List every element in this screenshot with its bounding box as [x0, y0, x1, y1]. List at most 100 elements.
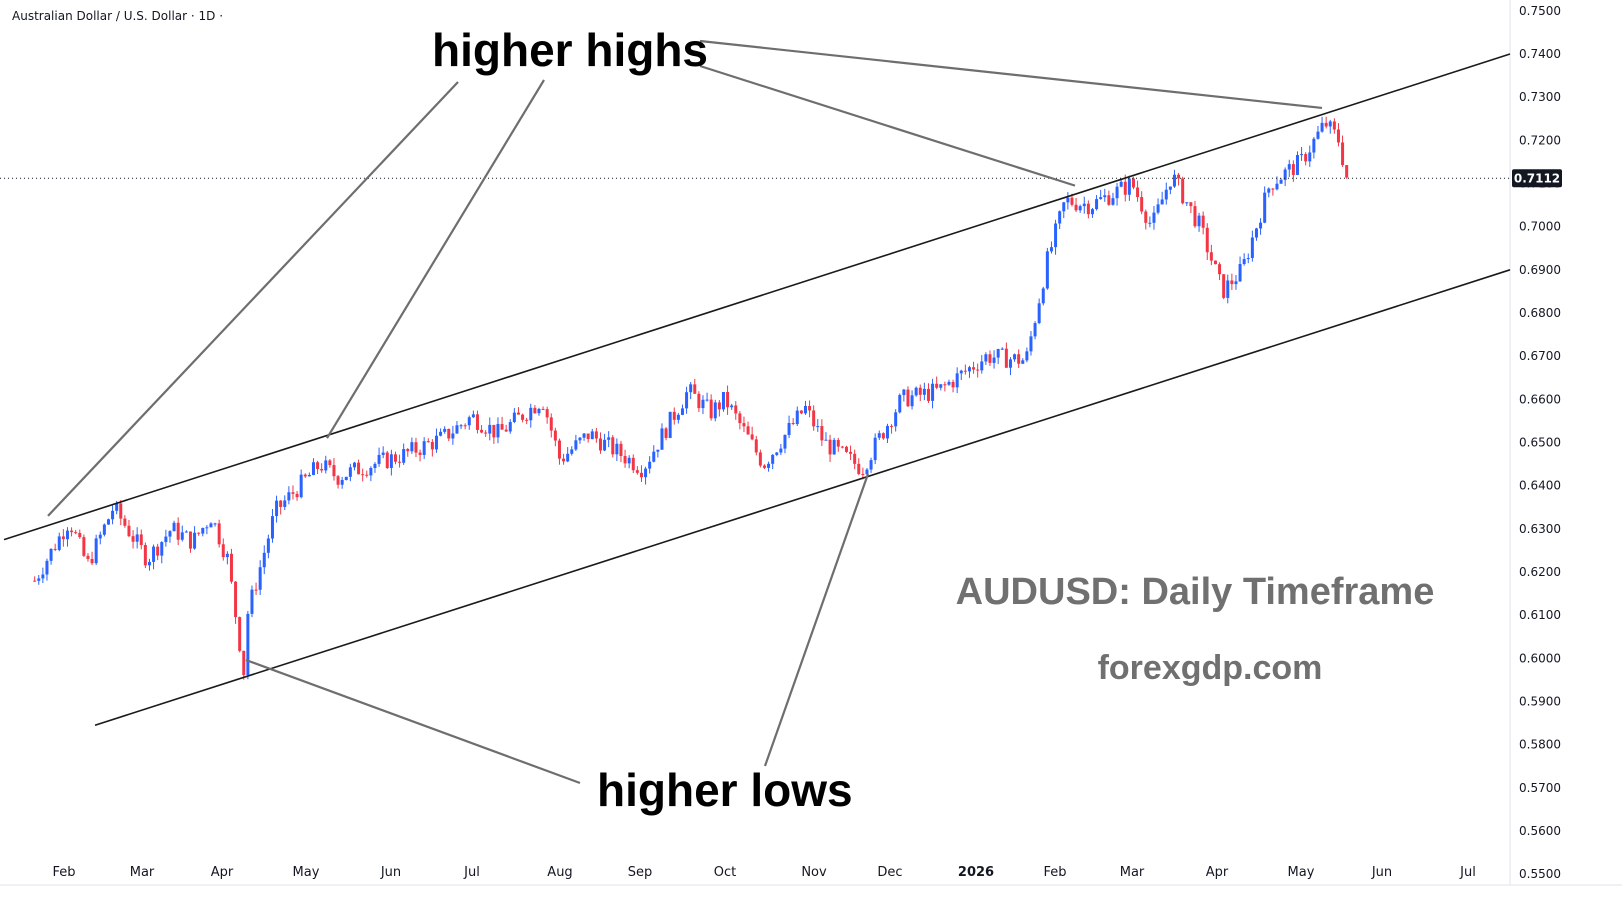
annotation-pointer-line — [763, 473, 870, 767]
candle-body — [516, 412, 520, 415]
candle-body — [799, 410, 803, 414]
candle-body — [377, 454, 381, 464]
candle-body — [1152, 212, 1156, 223]
annotation-pointer-line — [245, 658, 581, 785]
candle-body — [586, 433, 590, 440]
candle-body — [717, 402, 721, 410]
candle-body — [844, 446, 848, 452]
candle-body — [1099, 197, 1103, 200]
candle-body — [426, 441, 430, 443]
y-tick-label: 0.6000 — [1519, 651, 1561, 665]
candle-body — [664, 428, 668, 438]
candle-body — [1008, 359, 1012, 368]
candle-body — [656, 449, 660, 452]
candle-body — [738, 413, 742, 424]
candle-body — [381, 452, 385, 455]
candle-body — [439, 431, 443, 436]
candle-body — [361, 474, 365, 476]
candle-body — [734, 405, 738, 414]
candle-body — [221, 544, 225, 558]
candle-body — [402, 449, 406, 463]
candle-body — [902, 389, 906, 396]
candle-body — [33, 580, 37, 582]
x-tick-label: 2026 — [958, 865, 994, 880]
candle-body — [348, 467, 352, 477]
candle-body — [693, 384, 697, 394]
candle-body — [615, 443, 619, 455]
candle-body — [414, 442, 418, 453]
candle-body — [1336, 129, 1340, 143]
candle-body — [168, 531, 172, 537]
candle-body — [894, 412, 898, 427]
candle-body — [1201, 215, 1205, 228]
candle-body — [963, 370, 967, 372]
candle-body — [37, 578, 41, 581]
candle-body — [131, 536, 135, 542]
candle-body — [188, 531, 192, 549]
y-tick-label: 0.6500 — [1519, 436, 1561, 450]
candle-body — [660, 428, 664, 450]
candle-body — [316, 462, 320, 469]
candle-body — [668, 411, 672, 438]
x-tick-label: May — [293, 865, 320, 880]
candle-body — [1205, 227, 1209, 253]
candle-body — [713, 402, 717, 419]
candle-body — [935, 383, 939, 388]
candle-body — [1017, 354, 1021, 364]
y-tick-label: 0.7300 — [1519, 90, 1561, 104]
candle-body — [1238, 264, 1242, 282]
candle-body — [906, 389, 910, 407]
candle-body — [836, 439, 840, 447]
candle-body — [471, 414, 475, 418]
candle-body — [590, 431, 594, 440]
candle-body — [562, 458, 566, 462]
candle-body — [972, 367, 976, 370]
chart-symbol-title: Australian Dollar / U.S. Dollar · 1D · — [12, 9, 224, 23]
candle-body — [529, 407, 533, 421]
candle-body — [787, 423, 791, 435]
y-tick-label: 0.7400 — [1519, 47, 1561, 61]
candle-body — [147, 561, 151, 566]
candle-body — [980, 361, 984, 371]
candle-body — [467, 417, 471, 426]
candle-body — [1283, 169, 1287, 180]
annotation-pointer-line — [699, 64, 1076, 187]
candle-body — [184, 531, 188, 533]
candle-body — [1320, 122, 1324, 132]
trend-lines — [3, 39, 1511, 785]
candle-body — [389, 454, 393, 468]
candle-body — [521, 414, 525, 420]
candle-body — [1345, 165, 1349, 178]
y-tick-label: 0.5800 — [1519, 738, 1561, 752]
y-tick-label: 0.6600 — [1519, 392, 1561, 406]
candle-body — [1025, 351, 1029, 361]
candle-body — [340, 479, 344, 485]
candle-body — [332, 465, 336, 477]
candle-body — [762, 465, 766, 468]
candle-body — [861, 473, 865, 475]
candle-body — [160, 542, 164, 556]
candle-body — [820, 426, 824, 441]
candle-body — [238, 617, 242, 651]
candle-body — [1058, 211, 1062, 224]
watermark-site: forexgdp.com — [1098, 649, 1323, 687]
candle-body — [164, 536, 168, 543]
candle-body — [639, 472, 643, 478]
candle-body — [139, 534, 143, 545]
candle-body — [209, 523, 213, 528]
candle-body — [508, 422, 512, 432]
candle-body — [1259, 222, 1263, 229]
candle-body — [676, 414, 680, 420]
candle-body — [1222, 274, 1226, 298]
x-tick-label: Sep — [628, 865, 653, 880]
candle-body — [1197, 215, 1201, 227]
candle-body — [931, 383, 935, 401]
annotation-pointer-line — [699, 39, 1323, 110]
x-tick-label: Apr — [1206, 865, 1229, 880]
candle-body — [1090, 209, 1094, 215]
annotation-pointer-line — [326, 79, 545, 439]
candle-body — [849, 451, 853, 454]
candle-body — [705, 399, 709, 401]
candle-body — [832, 439, 836, 455]
